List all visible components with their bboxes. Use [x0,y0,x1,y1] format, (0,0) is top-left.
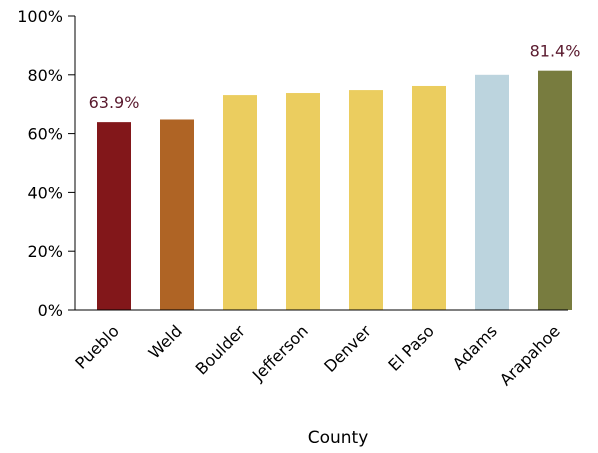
x-tick-label: El Paso [384,321,437,374]
x-tick-label: Denver [320,321,375,376]
data-label: 63.9% [89,93,140,112]
x-axis-title: County [308,428,369,448]
y-axis: 0% 20% 40% 60% 80% 100% [17,7,76,320]
bars [97,70,572,311]
y-tick-label: 20% [27,242,63,261]
y-tick-label: 60% [27,125,63,144]
x-tick-label: Adams [449,321,501,373]
bar-denver [349,90,383,310]
x-tick-label: Weld [145,321,186,362]
x-tick-label: Pueblo [71,321,122,372]
y-tick-label: 100% [17,7,63,26]
bar-el-paso [412,85,446,310]
bar-weld [160,119,194,310]
bar-jefferson [286,93,320,310]
bar-adams [475,74,509,310]
bar-boulder [223,95,257,310]
bar-arapahoe [538,70,572,311]
x-tick-label: Jefferson [248,321,312,385]
x-tick-label: Arapahoe [496,321,564,389]
y-tick-label: 80% [27,66,63,85]
y-tick-label: 40% [27,183,63,202]
x-tick-label: Boulder [192,321,250,379]
data-labels: 63.9% 81.4% [89,42,581,112]
data-label: 81.4% [530,42,581,61]
y-tick-label: 0% [38,301,63,320]
x-axis: Pueblo Weld Boulder Jefferson Denver El Paso A… [71,309,568,389]
bar-pueblo [97,122,131,310]
